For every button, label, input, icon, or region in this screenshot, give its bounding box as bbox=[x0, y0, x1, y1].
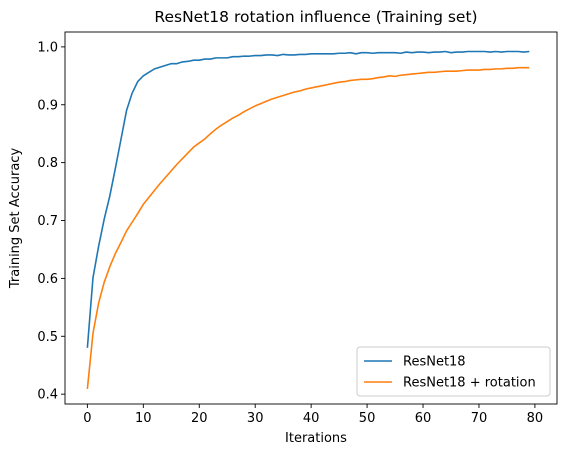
chart-title: ResNet18 rotation influence (Training se… bbox=[154, 8, 477, 26]
x-tick-label: 40 bbox=[303, 411, 320, 426]
y-tick-label: 0.5 bbox=[37, 330, 58, 345]
series-line-1 bbox=[86, 66, 530, 390]
legend-label-0: ResNet18 bbox=[403, 355, 466, 370]
legend: ResNet18 ResNet18 + rotation bbox=[356, 346, 551, 397]
y-tick-label: 0.4 bbox=[37, 388, 58, 403]
plot-layer bbox=[86, 50, 530, 390]
legend-label-1: ResNet18 + rotation bbox=[403, 376, 536, 391]
x-tick-label: 0 bbox=[83, 411, 91, 426]
axis-layer: 0 10 20 30 40 50 60 70 80 0.4 0.5 0.6 0.7 0.8 0.9 1.0 bbox=[37, 31, 558, 426]
x-tick-label: 30 bbox=[247, 411, 264, 426]
y-tick-label: 0.8 bbox=[37, 156, 58, 171]
y-axis-title: Training Set Accuracy bbox=[8, 148, 23, 290]
legend-box bbox=[356, 346, 551, 397]
y-tick-label: 1.0 bbox=[37, 40, 58, 55]
x-tick-label: 80 bbox=[527, 411, 544, 426]
x-tick-label: 70 bbox=[471, 411, 488, 426]
x-axis-title: Iterations bbox=[285, 431, 347, 446]
y-tick-label: 0.6 bbox=[37, 272, 58, 287]
x-tick-label: 10 bbox=[135, 411, 152, 426]
x-tick-label: 50 bbox=[359, 411, 376, 426]
y-tick-label: 0.7 bbox=[37, 214, 58, 229]
x-tick-label: 20 bbox=[191, 411, 208, 426]
x-tick-label: 60 bbox=[415, 411, 432, 426]
y-tick-label: 0.9 bbox=[37, 98, 58, 113]
series-line-0 bbox=[86, 50, 530, 348]
